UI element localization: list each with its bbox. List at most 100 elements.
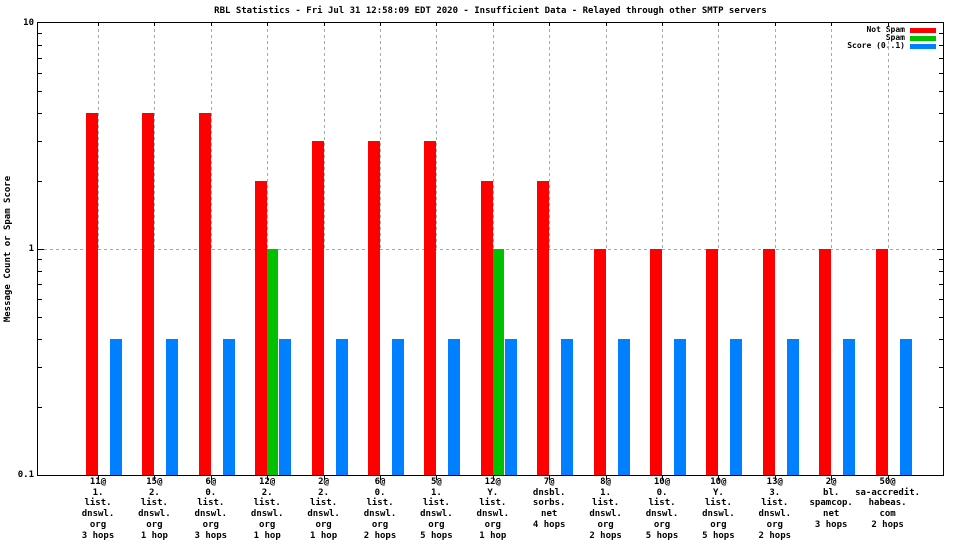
- grid-vline: [718, 23, 720, 249]
- bar-not-spam: [706, 249, 719, 475]
- legend-label: Spam: [885, 33, 905, 42]
- x-tick: [323, 476, 325, 480]
- y-minor-tick: [939, 141, 943, 142]
- y-minor-tick: [939, 113, 943, 114]
- y-minor-tick: [939, 271, 943, 272]
- x-tick-top: [549, 23, 551, 26]
- y-minor-tick: [38, 73, 42, 74]
- x-category-label: 5@ 1. list. dnswl. org 5 hops: [420, 477, 453, 541]
- x-category-label: 12@ 2. list. dnswl. org 1 hop: [250, 477, 284, 541]
- x-tick-top: [492, 23, 494, 26]
- bar-not-spam: [593, 249, 606, 475]
- y-major-tick: [38, 249, 44, 250]
- bar-score: [561, 338, 574, 475]
- y-minor-tick: [38, 339, 42, 340]
- legend-item: Not Spam: [847, 26, 936, 34]
- x-category-label: 6@ 0. list. dnswl. org 2 hops: [363, 477, 397, 541]
- x-tick: [718, 476, 720, 480]
- x-tick: [887, 476, 889, 480]
- bar-not-spam: [819, 249, 832, 475]
- y-minor-tick: [38, 58, 42, 59]
- bar-not-spam: [424, 141, 437, 475]
- x-tick-top: [323, 23, 325, 26]
- legend-swatch-not-spam: [910, 27, 936, 33]
- y-minor-tick: [38, 317, 42, 318]
- y-tick-label: 10: [23, 18, 34, 28]
- y-minor-tick: [939, 317, 943, 318]
- y-minor-tick: [38, 141, 42, 142]
- bar-score: [504, 338, 517, 475]
- x-category-label: 6@ 0. list. dnswl. org 3 hops: [194, 477, 228, 541]
- y-minor-tick: [38, 91, 42, 92]
- bar-score: [843, 338, 856, 475]
- bar-not-spam: [142, 112, 155, 475]
- grid-vline: [323, 23, 325, 249]
- y-minor-tick: [38, 181, 42, 182]
- x-tick: [831, 476, 833, 480]
- grid-vline: [210, 23, 212, 249]
- x-tick-top: [154, 23, 156, 26]
- bar-score: [335, 338, 348, 475]
- x-category-label: 7@ dnsbl. sorbs. net 4 hops: [532, 477, 566, 530]
- y-minor-tick: [38, 367, 42, 368]
- y-minor-tick: [38, 259, 42, 260]
- x-category-label: 2@ 2. list. dnswl. org 1 hop: [307, 477, 340, 541]
- x-tick: [492, 476, 494, 480]
- grid-vline: [605, 23, 607, 249]
- x-tick-top: [831, 23, 833, 26]
- x-tick-top: [380, 23, 381, 26]
- x-tick: [605, 476, 607, 480]
- x-tick: [774, 476, 776, 480]
- grid-vline: [549, 23, 551, 249]
- bar-score: [786, 338, 799, 475]
- y-minor-tick: [38, 45, 42, 46]
- bar-score: [166, 338, 179, 475]
- grid-vline: [831, 23, 833, 249]
- y-minor-tick: [939, 58, 943, 59]
- bar-not-spam: [368, 141, 380, 475]
- x-category-label: 10@ Y. list. dnswl. org 5 hops: [702, 477, 735, 541]
- x-tick-top: [718, 23, 720, 26]
- bar-spam: [492, 249, 504, 475]
- x-tick-top: [267, 23, 269, 26]
- y-minor-tick: [38, 299, 42, 300]
- x-tick-top: [98, 23, 99, 26]
- x-tick-top: [887, 23, 889, 26]
- y-tick-label: 1: [28, 244, 34, 254]
- legend-item: Score (0..1): [847, 42, 936, 50]
- grid-vline: [267, 23, 269, 249]
- legend-item: Spam: [847, 34, 936, 42]
- y-minor-tick: [38, 407, 42, 408]
- y-minor-tick: [939, 33, 943, 34]
- x-category-label: 8@ 1. list. dnswl. org 2 hops: [589, 477, 622, 541]
- bar-score: [448, 338, 461, 475]
- bar-not-spam: [311, 141, 324, 475]
- y-minor-tick: [939, 367, 943, 368]
- bar-score: [110, 338, 122, 475]
- x-tick-top: [210, 23, 212, 26]
- bar-not-spam: [650, 249, 662, 475]
- y-minor-tick: [939, 181, 943, 182]
- y-minor-tick: [939, 299, 943, 300]
- bar-not-spam: [86, 112, 98, 475]
- bar-score: [674, 338, 686, 475]
- plot-area: Not Spam Spam Score (0..1): [37, 22, 944, 476]
- bar-score: [392, 338, 404, 475]
- x-tick-top: [662, 23, 663, 26]
- legend-label: Not Spam: [866, 25, 905, 34]
- y-minor-tick: [939, 407, 943, 408]
- x-tick: [380, 476, 381, 480]
- bar-not-spam: [875, 249, 888, 475]
- grid-vline: [380, 23, 381, 249]
- legend-label: Score (0..1): [847, 41, 905, 50]
- bar-not-spam: [255, 180, 268, 475]
- legend-swatch-score-: [910, 43, 936, 49]
- x-tick-top: [605, 23, 607, 26]
- y-minor-tick: [38, 271, 42, 272]
- bar-not-spam: [480, 180, 493, 475]
- x-tick-top: [774, 23, 776, 26]
- x-tick-top: [436, 23, 438, 26]
- y-minor-tick: [38, 284, 42, 285]
- y-minor-tick: [939, 339, 943, 340]
